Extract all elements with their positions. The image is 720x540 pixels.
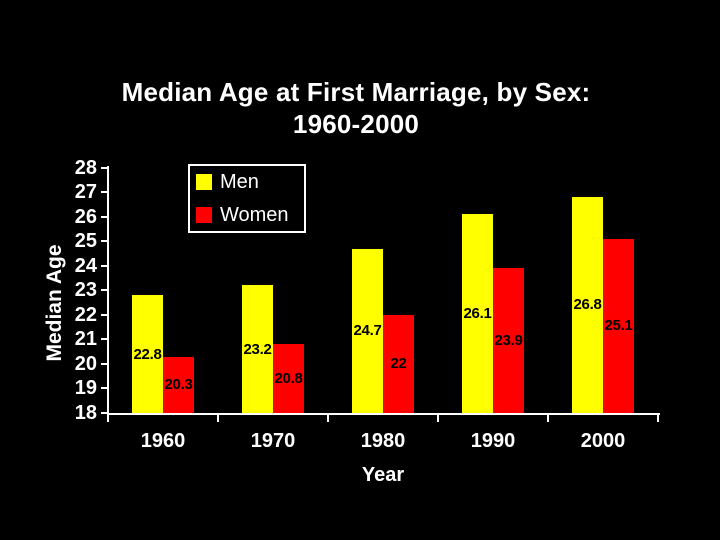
value-label-women-1980: 22 (390, 355, 407, 373)
men-swatch-icon (196, 174, 212, 190)
y-tick-28 (101, 166, 107, 169)
value-label-men-1970: 23.2 (243, 340, 272, 358)
value-label-women-1970: 20.8 (274, 370, 303, 388)
bar-women-1980: 22 (383, 314, 414, 413)
bar-men-1980: 24.7 (352, 248, 383, 413)
y-tick-label-28: 28 (74, 156, 97, 179)
y-tick-27 (101, 191, 107, 194)
chart-title-line2: 1960-2000 (292, 109, 420, 139)
value-label-women-2000: 25.1 (604, 317, 633, 335)
bar-men-1970: 23.2 (242, 285, 273, 413)
y-tick-label-21: 21 (74, 328, 97, 351)
value-label-women-1960: 20.3 (164, 376, 193, 394)
x-axis-line (107, 413, 660, 415)
x-tick-5 (657, 415, 659, 422)
y-tick-22 (101, 313, 107, 316)
x-tick-label-1960: 1960 (140, 430, 186, 452)
value-label-men-1980: 24.7 (353, 322, 382, 340)
chart-title-line1: Median Age at First Marriage, by Sex: (121, 77, 591, 107)
y-tick-18 (101, 412, 107, 414)
x-axis-title: Year (361, 464, 405, 486)
y-tick-label-25: 25 (74, 230, 97, 253)
bar-women-1960: 20.3 (163, 356, 194, 413)
x-tick-label-1990: 1990 (470, 430, 516, 452)
y-tick-label-23: 23 (74, 279, 97, 302)
x-tick-label-1970: 1970 (250, 430, 296, 452)
y-tick-26 (101, 215, 107, 218)
bar-women-1990: 23.9 (493, 268, 524, 413)
bar-men-1990: 26.1 (462, 214, 493, 413)
y-tick-label-19: 19 (74, 377, 97, 400)
y-tick-label-26: 26 (74, 205, 97, 228)
y-tick-label-27: 27 (74, 181, 97, 204)
bar-men-1960: 22.8 (132, 295, 163, 413)
y-tick-label-22: 22 (74, 303, 97, 326)
y-tick-20 (101, 362, 107, 365)
women-swatch-icon (196, 207, 212, 223)
y-tick-label-18: 18 (74, 402, 97, 424)
value-label-men-2000: 26.8 (573, 296, 602, 314)
value-label-men-1960: 22.8 (133, 345, 162, 363)
y-tick-label-24: 24 (74, 254, 97, 277)
value-label-women-1990: 23.9 (494, 332, 523, 350)
x-tick-0 (107, 415, 109, 422)
bar-women-2000: 25.1 (603, 238, 634, 413)
value-label-men-1990: 26.1 (463, 305, 492, 323)
x-tick-label-1980: 1980 (360, 430, 406, 452)
chart-title: Median Age at First Marriage, by Sex: 19… (0, 76, 712, 140)
x-tick-2 (327, 415, 329, 422)
legend-item-men: Men (196, 167, 304, 198)
legend: Men Women (188, 164, 306, 233)
x-tick-label-2000: 2000 (580, 430, 626, 452)
legend-label-men: Men (220, 171, 259, 193)
y-tick-24 (101, 264, 107, 267)
y-tick-21 (101, 338, 107, 341)
bar-women-1970: 20.8 (273, 344, 304, 413)
x-tick-4 (547, 415, 549, 422)
x-tick-1 (217, 415, 219, 422)
y-tick-19 (101, 387, 107, 390)
y-axis-line (107, 166, 109, 415)
y-tick-25 (101, 240, 107, 243)
legend-item-women: Women (196, 200, 304, 231)
y-tick-23 (101, 289, 107, 292)
legend-label-women: Women (220, 204, 289, 226)
y-tick-label-20: 20 (74, 352, 97, 375)
bar-men-2000: 26.8 (572, 196, 603, 413)
x-tick-3 (437, 415, 439, 422)
